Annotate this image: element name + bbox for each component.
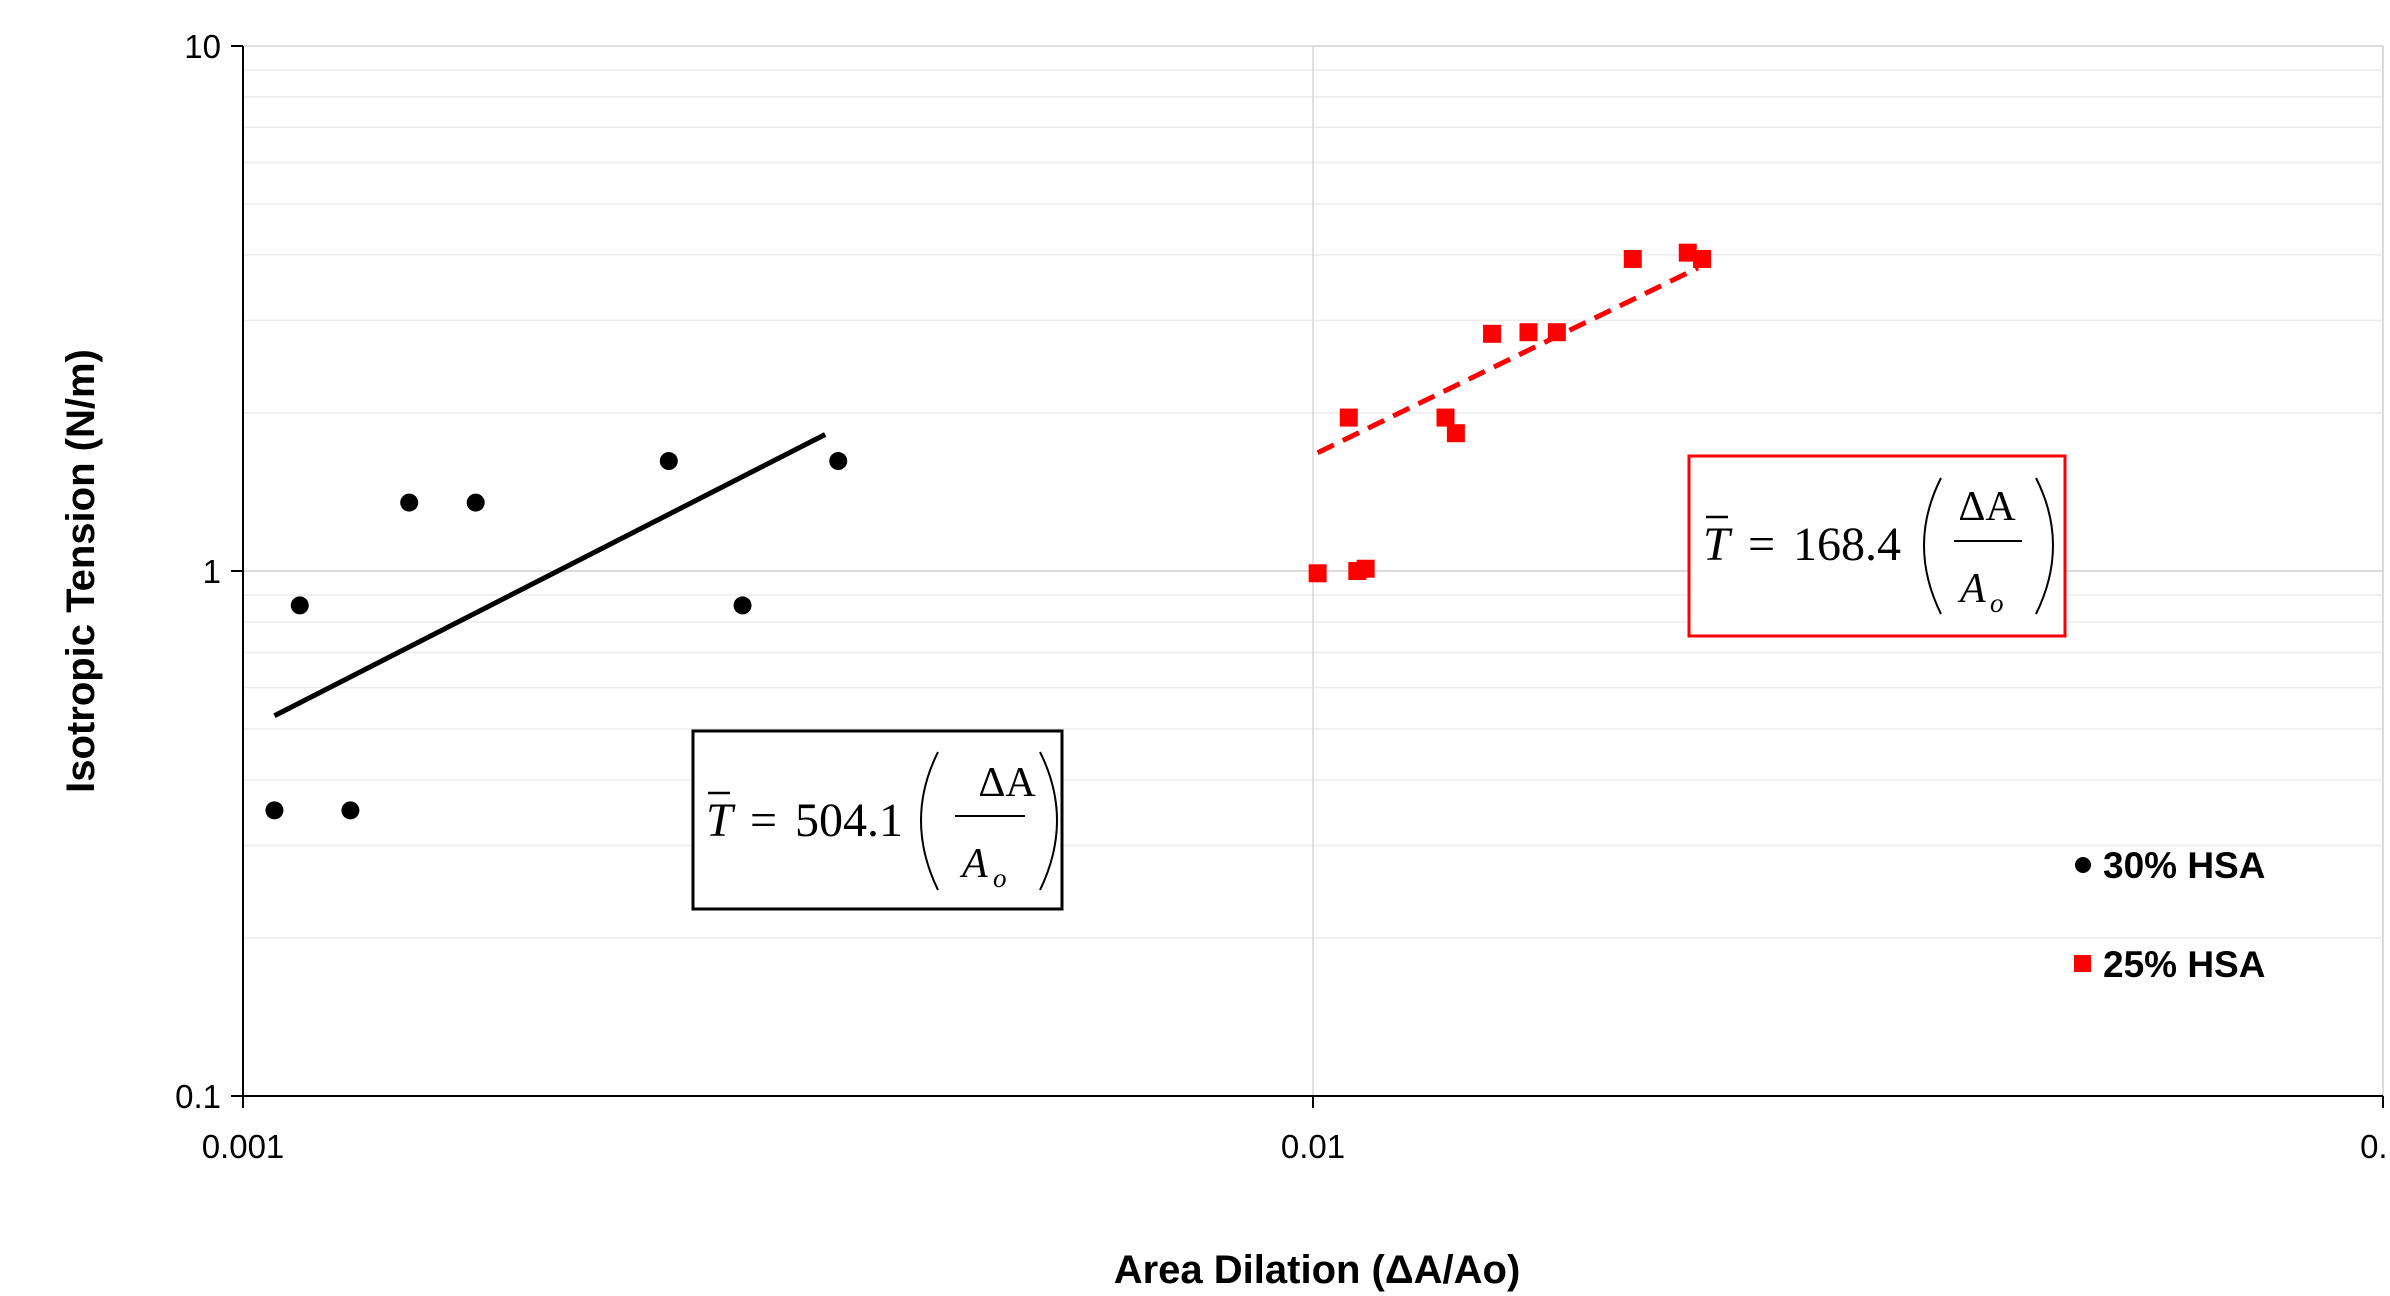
equation-lhs: T	[706, 794, 736, 847]
data-point-circle	[466, 493, 485, 512]
x-tick-label: 0.01	[1281, 1128, 1345, 1165]
legend-label: 30% HSA	[2103, 845, 2265, 886]
left-paren	[1923, 477, 1942, 615]
equation-equals: =	[750, 794, 777, 847]
equation-box-30-hsa: T = 504.1 ΔA A o	[691, 729, 1064, 911]
data-point-square	[1547, 323, 1566, 342]
data-point-square	[1356, 559, 1375, 578]
data-point-square	[1623, 249, 1642, 268]
data-point-circle	[733, 596, 752, 615]
data-point-square	[1436, 408, 1455, 427]
left-paren	[920, 751, 939, 891]
equation-denominator: A	[959, 841, 988, 887]
equation-coefficient: 504.1	[795, 794, 903, 847]
data-point-square	[1308, 564, 1327, 583]
data-point-square	[1693, 249, 1712, 268]
equation-denominator: A	[1957, 566, 1986, 612]
right-paren	[1039, 751, 1058, 891]
equation-denominator-subscript: o	[1990, 588, 2004, 618]
data-point-circle	[290, 596, 309, 615]
y-tick-label: 1	[203, 553, 221, 590]
data-point-circle	[265, 801, 284, 820]
data-point-square	[1339, 408, 1358, 427]
x-tick-label: 0.001	[202, 1128, 285, 1165]
equation-coefficient: 168.4	[1793, 518, 1901, 571]
legend-label: 25% HSA	[2103, 944, 2265, 985]
equation-lhs: T	[1703, 518, 1733, 571]
x-tick-label: 0.1	[2360, 1128, 2390, 1165]
equation-box-border	[691, 729, 1064, 911]
equation-box-25-hsa: T = 168.4 ΔA A o	[1687, 454, 2067, 638]
equation-equals: =	[1748, 518, 1775, 571]
equation-numerator: ΔA	[1958, 484, 2016, 530]
equation-denominator-subscript: o	[993, 863, 1007, 893]
legend-marker-circle	[2075, 857, 2091, 873]
data-points	[265, 243, 1712, 820]
trendlines	[273, 265, 1700, 718]
right-paren	[2035, 477, 2054, 615]
axis-ticks: 0.1 1 10 0.001 0.01 0.1	[175, 28, 2390, 1165]
legend-marker-square	[2074, 955, 2091, 972]
data-point-circle	[341, 801, 360, 820]
data-point-square	[1678, 243, 1697, 262]
y-axis-title: Isotropic Tension (N/m)	[59, 349, 103, 793]
data-point-square	[1519, 323, 1538, 342]
data-point-square	[1483, 324, 1502, 343]
trendline-circle	[273, 432, 827, 718]
legend: 30% HSA 25% HSA	[2074, 845, 2265, 985]
equation-numerator: ΔA	[978, 760, 1036, 806]
y-tick-label: 10	[184, 28, 221, 65]
equation-box-border	[1687, 454, 2067, 638]
x-axis-title: Area Dilation (ΔA/Ao)	[1114, 1248, 1521, 1292]
legend-item-30-hsa: 30% HSA	[2075, 845, 2265, 886]
data-point-square	[1446, 424, 1465, 443]
data-point-circle	[400, 493, 419, 512]
y-tick-label: 0.1	[175, 1078, 221, 1115]
trendline-square	[1316, 265, 1700, 455]
data-point-circle	[659, 452, 678, 471]
legend-item-25-hsa: 25% HSA	[2074, 944, 2265, 985]
data-point-circle	[829, 452, 848, 471]
